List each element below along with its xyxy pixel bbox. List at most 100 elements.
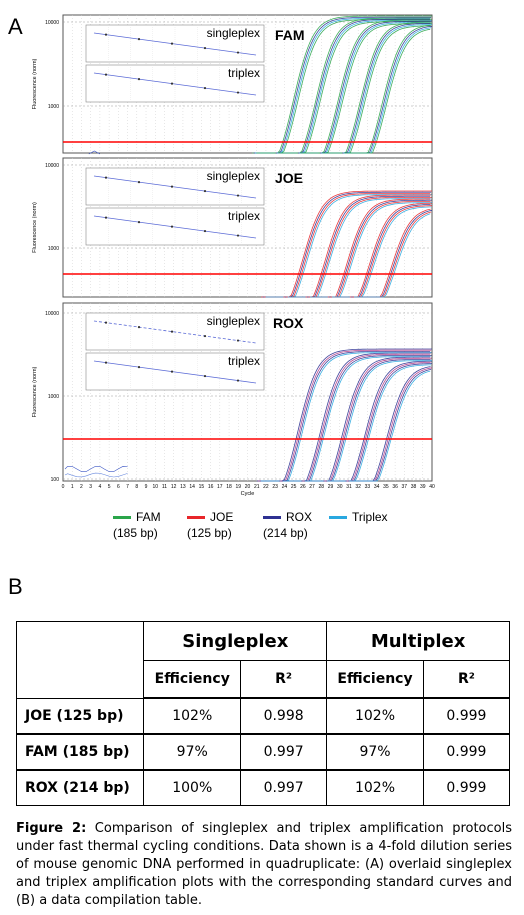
legend-sub: (125 bp) (187, 526, 232, 540)
x-tick-label: 21 (254, 484, 260, 490)
x-tick-label: 12 (171, 484, 177, 490)
standard-curve-point (236, 51, 240, 54)
baseline-noise (64, 472, 128, 478)
y-axis-label: Fluorescence (norm) (32, 366, 38, 417)
x-tick-label: 8 (135, 484, 138, 490)
group-header-multiplex: Multiplex (326, 621, 510, 661)
standard-curve-point (137, 38, 141, 41)
table-cell: 0.999 (422, 697, 511, 735)
amplification-curve (261, 190, 432, 298)
panel-label-a: A (8, 14, 23, 39)
table-cell: 97% (143, 733, 242, 771)
y-tick-label: 100 (51, 477, 60, 483)
plot-title: JOE (275, 170, 303, 186)
y-axis-label: Fluorescence (norm) (32, 58, 38, 109)
legend-swatch-rox (263, 516, 281, 520)
x-tick-label: 39 (420, 484, 426, 490)
inset-label: singleplex (207, 26, 260, 40)
table-cell: 102% (143, 697, 242, 735)
standard-curve-point (170, 330, 174, 333)
panel-label-b: B (8, 574, 23, 599)
y-tick-label: 1000 (48, 394, 59, 400)
amplification-curve (274, 17, 432, 154)
x-tick-label: 3 (89, 484, 92, 490)
x-tick-label: 34 (374, 484, 380, 490)
standard-curve-line (93, 72, 257, 96)
amplification-curve (349, 370, 431, 482)
legend-item-joe: JOE (125 bp) (187, 510, 233, 540)
row-header: ROX (214 bp) (15, 769, 145, 806)
legend-label: Triplex (352, 510, 388, 524)
standard-curve-point (203, 229, 207, 233)
standard-curve-point (104, 176, 108, 179)
x-tick-label: 35 (383, 484, 389, 490)
x-tick-label: 2 (80, 484, 83, 490)
legend-swatch-joe (187, 516, 205, 520)
efficiency-table: Singleplex Multiplex Efficiency R² Effic… (15, 621, 511, 806)
x-tick-label: 36 (392, 484, 398, 490)
row-header: JOE (125 bp) (15, 697, 145, 735)
baseline-noise (64, 465, 128, 472)
legend-label: JOE (210, 510, 234, 524)
x-tick-label: 7 (126, 484, 129, 490)
y-tick-label: 1000 (48, 104, 59, 110)
table-cell: 0.997 (240, 733, 328, 771)
x-tick-label: 30 (337, 484, 343, 490)
caption-label: Figure 2: (16, 821, 87, 836)
x-tick-label: 9 (145, 484, 148, 490)
x-tick-label: 18 (226, 484, 232, 490)
legend-sub: (185 bp) (113, 526, 158, 540)
amplification-curve (259, 351, 431, 482)
x-tick-label: 31 (346, 484, 352, 490)
inset-label: singleplex (207, 169, 260, 183)
x-tick-label: 19 (235, 484, 241, 490)
x-tick-label: 13 (180, 484, 186, 490)
x-tick-label: 10 (152, 484, 158, 490)
y-tick-label: 10000 (45, 163, 59, 169)
amplification-plot-1 (62, 14, 433, 155)
x-tick-label: 6 (117, 484, 120, 490)
y-axis-label: Fluorescence (norm) (32, 202, 38, 253)
x-tick-label: 40 (429, 484, 435, 490)
amplification-curve (331, 206, 432, 298)
legend-item-rox: ROX (214 bp) (263, 510, 312, 540)
group-header-singleplex: Singleplex (143, 621, 328, 661)
standard-curve-point (203, 334, 207, 338)
legend-item-triplex: Triplex (329, 510, 388, 524)
x-tick-label: 29 (328, 484, 334, 490)
table-corner-cell (15, 621, 145, 699)
amplification-curve (256, 348, 432, 482)
inset-label: triplex (228, 354, 260, 368)
x-tick-label: 23 (272, 484, 278, 490)
standard-curve-point (170, 225, 174, 228)
standard-curve-point (236, 194, 240, 197)
table-subheader-row: Efficiency R² Efficiency R² (17, 660, 511, 699)
legend-swatch-triplex (329, 516, 347, 520)
standard-curve-point (104, 73, 108, 76)
standard-curve-line (93, 32, 257, 56)
subheader-r2: R² (240, 660, 328, 699)
x-tick-label: 16 (208, 484, 214, 490)
standard-curve-point (170, 42, 174, 45)
legend-label: ROX (286, 510, 313, 524)
amplification-curve (327, 364, 432, 482)
standard-curve-point (137, 221, 141, 224)
table-row: FAM (185 bp) 97% 0.997 97% 0.999 (15, 733, 511, 771)
table-cell: 102% (326, 769, 424, 806)
standard-curve-point (137, 326, 141, 329)
standard-curve-point (236, 379, 240, 382)
legend-swatch-fam (113, 516, 131, 520)
x-tick-label: 0 (62, 484, 65, 490)
inset-label: triplex (228, 66, 260, 80)
standard-curve-point (170, 370, 174, 373)
table-cell: 102% (326, 697, 424, 735)
standard-curve-point (104, 216, 108, 219)
amplification-curve (354, 213, 431, 298)
standard-curve-point (170, 82, 174, 85)
standard-curve-point (137, 78, 141, 81)
plot-title: FAM (275, 27, 305, 43)
x-tick-label: 26 (300, 484, 306, 490)
standard-curve-point (104, 361, 108, 364)
standard-curve-line (93, 215, 257, 239)
